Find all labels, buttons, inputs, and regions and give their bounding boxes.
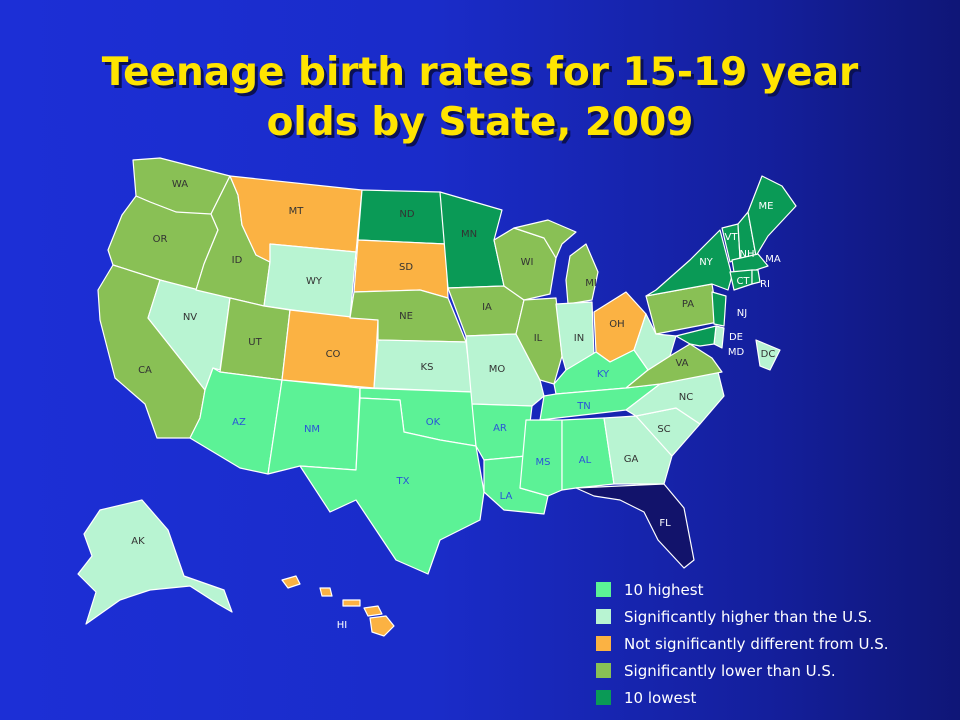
label-id: ID <box>232 255 243 266</box>
legend-swatch-not-sig <box>596 636 611 651</box>
state-ri <box>751 269 761 285</box>
label-wa: WA <box>172 179 188 190</box>
state-fl <box>575 483 695 569</box>
state-md <box>675 325 717 347</box>
label-ga: GA <box>624 454 639 465</box>
legend-label: Significantly higher than the U.S. <box>624 607 873 626</box>
label-ak: AK <box>131 536 145 547</box>
label-nd: ND <box>399 209 414 220</box>
label-de: DE <box>729 332 743 343</box>
label-ks: KS <box>421 362 434 373</box>
label-dc: DC <box>761 349 776 360</box>
label-ca: CA <box>138 365 152 376</box>
label-nj: NJ <box>737 308 747 319</box>
state-ny <box>645 229 733 297</box>
label-al: AL <box>579 455 592 466</box>
label-co: CO <box>326 349 341 360</box>
state-ms <box>519 419 563 497</box>
state-mi <box>513 219 599 305</box>
state-me <box>747 175 797 257</box>
state-va <box>625 343 723 389</box>
label-nh: NH <box>740 249 755 260</box>
legend-swatch-sig-higher <box>596 609 611 624</box>
label-md: MD <box>728 347 745 358</box>
label-mt: MT <box>289 206 305 217</box>
label-nc: NC <box>679 392 693 403</box>
legend-item-sig-higher: Significantly higher than the U.S. <box>596 603 889 630</box>
label-mi: MI <box>585 278 597 289</box>
legend-swatch-sig-lower <box>596 663 611 678</box>
label-ok: OK <box>426 417 441 428</box>
label-ma: MA <box>765 254 781 265</box>
legend-swatch-ten-lowest <box>596 690 611 705</box>
label-ms: MS <box>536 457 551 468</box>
label-nm: NM <box>304 424 320 435</box>
label-ut: UT <box>248 337 262 348</box>
map-title-line-2: olds by State, 2009 <box>266 100 694 145</box>
legend-label: 10 highest <box>624 580 704 599</box>
label-fl: FL <box>659 518 671 529</box>
legend-item-ten-highest: 10 highest <box>596 576 889 603</box>
label-wy: WY <box>306 276 323 287</box>
legend-item-ten-lowest: 10 lowest <box>596 684 889 711</box>
state-dc <box>755 339 781 371</box>
label-tn: TN <box>576 401 591 412</box>
label-ne: NE <box>399 311 413 322</box>
label-ny: NY <box>699 257 713 268</box>
map-legend: 10 highest Significantly higher than the… <box>596 576 889 711</box>
label-ri: RI <box>760 279 770 290</box>
label-la: LA <box>500 491 513 502</box>
label-in: IN <box>574 333 584 344</box>
map-title-line-1: Teenage birth rates for 15-19 year <box>101 50 859 95</box>
label-ar: AR <box>493 423 507 434</box>
state-ga <box>603 415 673 485</box>
label-ky: KY <box>597 369 610 380</box>
state-hi <box>281 575 395 637</box>
label-ct: CT <box>736 276 750 287</box>
state-tx <box>299 397 485 575</box>
legend-label: Not significantly different from U.S. <box>624 634 889 653</box>
label-oh: OH <box>609 319 624 330</box>
state-al <box>561 417 615 491</box>
label-wi: WI <box>521 257 534 268</box>
label-or: OR <box>153 234 168 245</box>
label-sd: SD <box>399 262 413 273</box>
label-sc: SC <box>657 424 670 435</box>
state-nj <box>711 291 727 327</box>
legend-item-not-sig: Not significantly different from U.S. <box>596 630 889 657</box>
label-pa: PA <box>682 299 694 310</box>
label-hi: HI <box>337 620 347 631</box>
state-ak <box>77 499 233 625</box>
label-me: ME <box>759 201 774 212</box>
legend-swatch-ten-highest <box>596 582 611 597</box>
legend-label: 10 lowest <box>624 688 697 707</box>
label-az: AZ <box>232 417 246 428</box>
label-il: IL <box>534 333 543 344</box>
legend-item-sig-lower: Significantly lower than U.S. <box>596 657 889 684</box>
label-tx: TX <box>396 476 410 487</box>
label-ia: IA <box>482 302 492 313</box>
map-title: Teenage birth rates for 15-19 year olds … <box>0 48 960 148</box>
label-vt: VT <box>725 232 739 243</box>
label-va: VA <box>675 358 688 369</box>
label-mo: MO <box>489 364 506 375</box>
legend-label: Significantly lower than U.S. <box>624 661 836 680</box>
label-mn: MN <box>461 229 477 240</box>
label-nv: NV <box>183 312 197 323</box>
state-ma <box>731 253 769 273</box>
